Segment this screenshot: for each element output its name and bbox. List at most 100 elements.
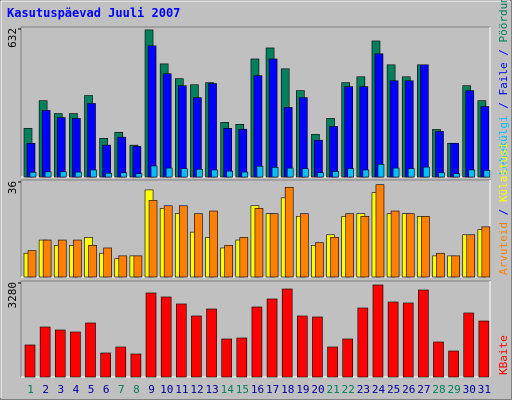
bar xyxy=(221,338,232,378)
bar xyxy=(436,252,445,278)
bar xyxy=(193,97,202,178)
x-tick-label: 29 xyxy=(448,383,461,396)
bar xyxy=(402,302,414,378)
bar xyxy=(451,255,460,278)
x-tick-label: 8 xyxy=(133,383,140,396)
bar xyxy=(329,126,338,178)
legend-separator: / xyxy=(497,96,510,116)
bar xyxy=(75,171,82,178)
x-tick-label: 17 xyxy=(266,383,279,396)
bar xyxy=(29,172,37,178)
bar xyxy=(256,165,264,178)
bar xyxy=(206,308,217,378)
bar xyxy=(178,205,188,278)
x-tick-label: 30 xyxy=(463,383,476,396)
bar xyxy=(208,83,217,178)
legend-entry: Lehekülgi xyxy=(497,115,510,175)
x-tick-label: 3 xyxy=(58,383,65,396)
bar xyxy=(314,139,323,178)
bar xyxy=(404,80,414,178)
bar xyxy=(145,292,157,378)
x-tick-label: 10 xyxy=(160,383,173,396)
bar xyxy=(117,136,127,178)
bar xyxy=(160,296,172,378)
bar xyxy=(344,86,354,178)
bar xyxy=(332,171,339,178)
bar xyxy=(120,172,128,178)
bar xyxy=(150,165,158,178)
bar xyxy=(478,320,490,378)
legend-separator: / xyxy=(497,202,510,222)
bar xyxy=(468,169,476,178)
bar xyxy=(175,303,187,378)
bar xyxy=(163,205,173,278)
bar xyxy=(162,73,172,178)
x-tick-label: 2 xyxy=(42,383,49,396)
bar xyxy=(327,346,338,378)
bar xyxy=(435,131,444,178)
bar xyxy=(330,237,339,278)
bar xyxy=(130,353,142,378)
y-tick-label: 36 xyxy=(6,181,19,194)
bar xyxy=(268,58,278,178)
bar xyxy=(448,350,459,378)
x-tick-label: 19 xyxy=(296,383,309,396)
bar xyxy=(148,200,158,278)
x-tick-label: 11 xyxy=(175,383,188,396)
x-tick-label: 4 xyxy=(73,383,80,396)
bar xyxy=(42,239,52,278)
x-tick-label: 22 xyxy=(342,383,355,396)
bar xyxy=(102,144,111,178)
bar xyxy=(177,85,187,178)
x-tick-label: 12 xyxy=(190,383,203,396)
bar xyxy=(133,255,143,278)
bar xyxy=(39,326,51,378)
bar xyxy=(165,167,173,178)
x-tick-label: 7 xyxy=(118,383,125,396)
bar xyxy=(271,167,279,178)
x-tick-label: 21 xyxy=(327,383,340,396)
bar xyxy=(345,213,355,278)
bar xyxy=(87,103,96,178)
bar xyxy=(433,341,444,378)
y-tick-label: 3280 xyxy=(6,282,19,309)
bar xyxy=(423,166,430,178)
bar xyxy=(226,170,233,178)
bar xyxy=(317,172,324,178)
legend-entry: Pöördumisi xyxy=(497,0,510,43)
bar xyxy=(465,90,475,178)
bar xyxy=(480,106,490,178)
bar xyxy=(389,80,399,178)
bar xyxy=(390,210,400,278)
bar xyxy=(224,245,233,278)
x-tick-label: 9 xyxy=(148,383,155,396)
bar xyxy=(300,213,309,278)
legend: Arvuteid / Külastusi xyxy=(497,143,510,275)
bar xyxy=(360,216,370,278)
bar xyxy=(238,128,248,178)
bar xyxy=(421,216,430,278)
x-tick-label: 28 xyxy=(432,383,445,396)
bar xyxy=(54,329,66,378)
bar xyxy=(483,170,491,178)
bar xyxy=(239,237,249,278)
bar xyxy=(281,288,293,378)
bar xyxy=(302,168,309,178)
bar xyxy=(453,173,460,178)
x-tick-label: 15 xyxy=(236,383,249,396)
x-tick-label: 27 xyxy=(417,383,430,396)
legend: Lehekülgi / Faile / Pöördumisi xyxy=(497,0,510,175)
bar xyxy=(299,97,308,178)
x-tick-label: 18 xyxy=(281,383,294,396)
bar xyxy=(115,346,127,378)
x-tick-label: 31 xyxy=(478,383,491,396)
bar xyxy=(236,337,248,378)
bar xyxy=(56,117,66,178)
bar xyxy=(88,245,97,278)
bar xyxy=(27,250,37,278)
bar xyxy=(103,247,112,278)
bar xyxy=(377,164,385,178)
y-tick-label: 632 xyxy=(6,28,19,48)
